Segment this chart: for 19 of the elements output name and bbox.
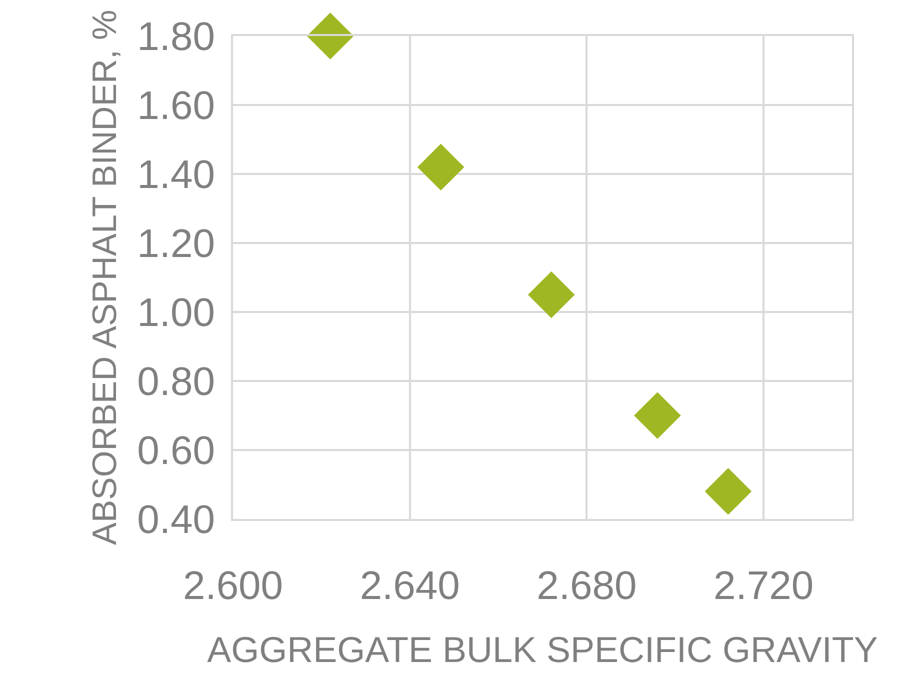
point <box>417 144 464 190</box>
x-axis-title: AGGREGATE BULK SPECIFIC GRAVITY <box>207 629 878 670</box>
y-tick-label: 1.60 <box>137 84 215 128</box>
y-tick-label: 0.60 <box>137 429 215 473</box>
y-tick-label: 0.80 <box>137 360 215 404</box>
x-tick-label: 2.720 <box>714 564 814 608</box>
x-tick-label: 2.680 <box>536 564 637 608</box>
point <box>634 392 681 439</box>
y-tick-label: 1.00 <box>137 291 215 335</box>
x-tick-label: 2.600 <box>182 564 284 608</box>
point <box>704 468 752 515</box>
point <box>528 271 575 318</box>
y-tick-label: 1.40 <box>137 153 215 197</box>
y-axis-title: ABSORBED ASPHALT BINDER, % <box>86 10 124 546</box>
y-tick-label: 1.80 <box>137 15 215 59</box>
x-tick-label: 2.640 <box>360 564 460 608</box>
point <box>306 12 354 60</box>
y-tick-label: 0.40 <box>137 498 215 542</box>
y-tick-label: 1.20 <box>137 222 215 266</box>
